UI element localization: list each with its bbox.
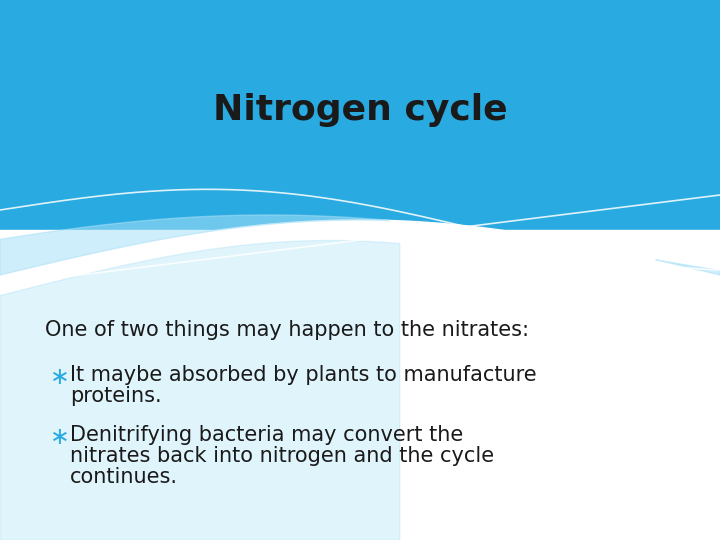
Text: Nitrogen cycle: Nitrogen cycle	[212, 93, 508, 127]
Text: nitrates back into nitrogen and the cycle: nitrates back into nitrogen and the cycl…	[70, 446, 494, 466]
Text: continues.: continues.	[70, 467, 178, 487]
Text: ∗: ∗	[50, 365, 70, 389]
Text: It maybe absorbed by plants to manufacture: It maybe absorbed by plants to manufactu…	[70, 365, 536, 385]
Text: Denitrifying bacteria may convert the: Denitrifying bacteria may convert the	[70, 425, 463, 445]
Text: ∗: ∗	[50, 425, 70, 449]
Text: proteins.: proteins.	[70, 386, 161, 406]
Text: One of two things may happen to the nitrates:: One of two things may happen to the nitr…	[45, 320, 529, 340]
